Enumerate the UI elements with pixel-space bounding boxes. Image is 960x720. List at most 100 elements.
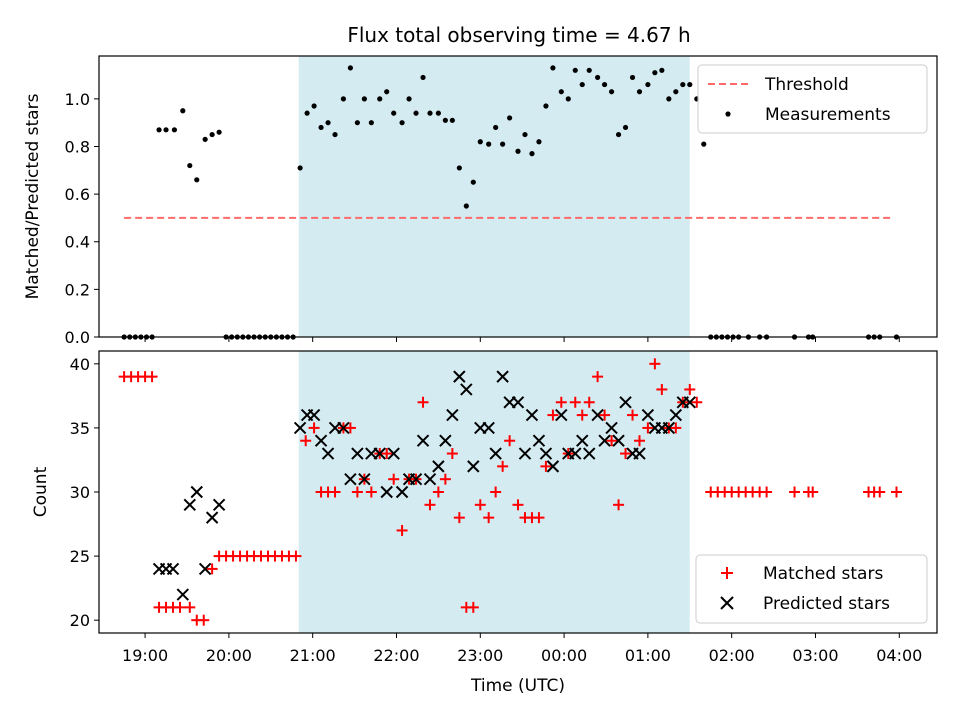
measurement-point bbox=[340, 96, 347, 102]
predicted-star-point bbox=[373, 447, 386, 460]
measurement-point bbox=[297, 165, 303, 171]
measurement-point bbox=[456, 165, 462, 171]
x-stroke bbox=[395, 485, 409, 499]
predicted-star-point bbox=[293, 421, 307, 435]
matched-star-point bbox=[351, 486, 363, 498]
predicted-star-point bbox=[409, 472, 423, 486]
measurement-point bbox=[673, 89, 679, 95]
matched-star-point bbox=[174, 601, 186, 613]
predicted-star-point bbox=[496, 370, 509, 383]
matched-star-point bbox=[365, 486, 377, 498]
predicted-star-point bbox=[633, 447, 646, 460]
measurement-point bbox=[332, 131, 338, 138]
measurement-point bbox=[500, 141, 506, 147]
predicted-star-point bbox=[482, 421, 495, 435]
y-tick-label: 35 bbox=[70, 419, 90, 438]
x-stroke bbox=[489, 447, 502, 460]
matched-star-point bbox=[474, 499, 486, 511]
predicted-star-point bbox=[205, 511, 219, 524]
measurement-point bbox=[368, 120, 374, 126]
measurement-point bbox=[325, 120, 331, 126]
matched-stars-legend-swatch bbox=[721, 567, 733, 579]
matched-star-point bbox=[547, 409, 559, 421]
x-tick-label: 20:00 bbox=[206, 646, 252, 665]
measurement-point bbox=[187, 162, 193, 169]
x-stroke bbox=[453, 370, 466, 383]
predicted-star-point bbox=[546, 460, 560, 473]
measurement-point bbox=[652, 70, 658, 76]
x-stroke bbox=[555, 408, 568, 422]
measurement-point bbox=[406, 96, 412, 102]
matched-star-point bbox=[381, 448, 393, 460]
matched-star-point bbox=[446, 448, 458, 460]
predicted-star-point bbox=[576, 434, 589, 447]
measurement-point bbox=[601, 81, 608, 88]
matched-star-point bbox=[627, 409, 639, 421]
x-stroke bbox=[183, 498, 196, 512]
matched-star-point bbox=[555, 396, 567, 408]
top-observing-window bbox=[298, 56, 690, 337]
y-tick-label: 0.8 bbox=[65, 137, 90, 156]
x-stroke bbox=[683, 396, 696, 409]
x-stroke bbox=[344, 472, 357, 486]
x-stroke bbox=[525, 408, 539, 422]
measurement-point bbox=[536, 139, 542, 145]
x-stroke bbox=[321, 447, 335, 460]
bottom-legend-box bbox=[695, 554, 928, 624]
matched-star-point bbox=[691, 396, 703, 408]
bottom-panel: 20 25 30 35 40 19:00 20:00 21:00 22:00 23:00 00:0… bbox=[31, 350, 938, 696]
matched-star-point bbox=[533, 512, 545, 524]
x-stroke bbox=[373, 447, 386, 460]
predicted-star-point bbox=[358, 472, 371, 486]
measurement-point bbox=[399, 120, 405, 126]
matched-star-point bbox=[592, 371, 604, 383]
measurement-point bbox=[701, 141, 707, 147]
matched-star-point bbox=[649, 358, 661, 370]
matched-star-point bbox=[684, 383, 696, 395]
matched-star-point bbox=[890, 486, 902, 498]
x-stroke bbox=[598, 434, 611, 447]
bottom-plot-frame bbox=[98, 350, 938, 634]
x-tick-label: 01:00 bbox=[625, 646, 671, 665]
measurement-point bbox=[427, 110, 433, 116]
measurement-point bbox=[435, 110, 441, 116]
measurements-legend-swatch bbox=[725, 111, 731, 117]
x-stroke bbox=[314, 434, 328, 447]
predicted-star-point bbox=[453, 370, 466, 383]
x-stroke bbox=[416, 434, 430, 447]
matched-star-point bbox=[388, 473, 400, 485]
predicted-star-point bbox=[351, 447, 364, 460]
measurement-point bbox=[318, 124, 324, 131]
predicted-star-point bbox=[532, 434, 546, 447]
top-chart-title: Flux total observing time = 4.67 h bbox=[347, 23, 690, 47]
matched-star-point bbox=[512, 499, 524, 511]
measurement-point bbox=[680, 81, 686, 88]
matched-star-point bbox=[483, 512, 495, 524]
measurement-point bbox=[636, 89, 643, 95]
predicted-star-point bbox=[432, 460, 445, 473]
predicted-stars-series bbox=[152, 370, 696, 601]
predicted-star-point bbox=[641, 408, 655, 422]
x-stroke bbox=[176, 588, 190, 601]
measurement-point bbox=[202, 136, 208, 142]
top-legend-box bbox=[697, 64, 928, 134]
x-stroke bbox=[423, 472, 437, 486]
predicted-star-point bbox=[539, 447, 553, 460]
x-tick-label: 00:00 bbox=[541, 646, 587, 665]
x-stroke bbox=[669, 408, 683, 422]
matched-star-point bbox=[329, 486, 341, 498]
measurement-point bbox=[522, 131, 528, 138]
x-stroke bbox=[569, 447, 582, 460]
measurement-point bbox=[572, 67, 578, 73]
x-tick-label: 03:00 bbox=[792, 646, 838, 665]
matched-star-point bbox=[396, 524, 408, 536]
x-stroke bbox=[511, 396, 525, 409]
measurement-point bbox=[615, 131, 622, 138]
measurements-legend-label: Measurements bbox=[765, 105, 891, 125]
measurement-point bbox=[595, 74, 601, 81]
bottom-y-axis: 20 25 30 35 40 bbox=[70, 355, 99, 630]
measurement-point bbox=[377, 96, 383, 102]
predicted-star-point bbox=[683, 396, 696, 409]
top-panel: Flux total observing time = 4.67 h 0.00.… bbox=[23, 23, 938, 347]
